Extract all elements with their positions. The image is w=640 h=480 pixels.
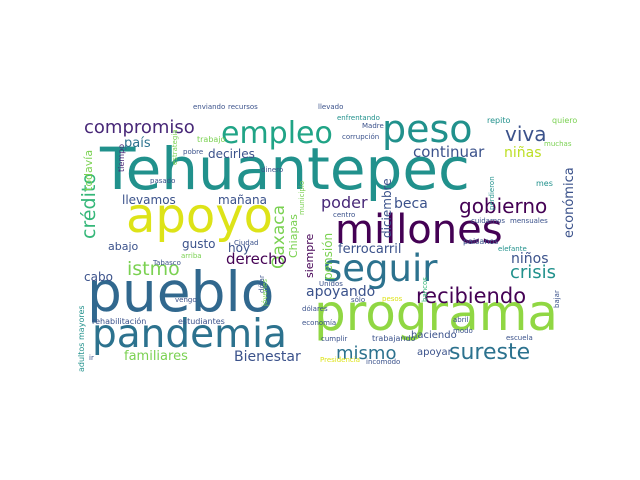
word: corrupción [342,133,380,141]
word: jóvenes [261,278,269,306]
word: gobierno [459,194,548,218]
word: estudiantes [178,317,225,326]
word: cabo [84,270,113,284]
word: arriba [181,252,202,260]
word: modo [453,327,473,335]
word: crisis [510,262,557,283]
word: llevamos [122,193,176,207]
word: sureste [449,340,531,365]
word: centro [333,211,356,219]
word: apoyar [417,347,452,358]
word: abajo [108,240,139,253]
word: mañana [218,193,267,207]
word: Presidencia [320,356,360,364]
word: incomodo [366,358,401,366]
word: municipio [298,180,306,215]
word: decirles [208,147,255,161]
word: familiares [124,349,188,364]
word: apoyando [306,284,376,300]
word: elefante [498,245,527,253]
word: economía [302,319,337,327]
word-cloud: Tehuantepec pueblo programa apoyo pandem… [77,104,578,372]
word: escuela [506,334,533,342]
word: millones [335,207,503,253]
word: cumplir [321,335,348,343]
word: sólo [351,296,366,304]
word: derecho [226,250,287,268]
word: país [124,136,151,151]
word: apoyo [126,188,274,244]
word: estrategia [171,129,179,165]
word: bancos [421,277,429,302]
word: Madre [362,122,384,130]
word: paisanos [463,237,499,246]
word: dinero [261,166,284,174]
word: enfrentando [337,114,380,122]
word: recibiendo [416,284,527,308]
word: tiempo [117,143,126,172]
word: mensuales [510,217,548,225]
word: cuidarnos [471,217,506,225]
word: gusto [182,237,216,251]
word: Unidos [319,280,343,288]
word: muchas [544,140,572,148]
word: trabajo [197,135,226,144]
word: mismo [336,343,397,364]
word: llevado [318,103,344,111]
word: viva [505,122,547,146]
word: mes [536,179,553,188]
word: Ciudad [234,239,259,247]
word: dólares [302,305,328,313]
word: recursos [228,103,258,111]
word: Tehuantepec [100,135,470,203]
word: continuar [413,143,485,161]
word: hoy [228,241,251,255]
word: abril [453,316,469,324]
word: económica [562,167,577,238]
word: pasado [150,177,176,185]
word: niñas [504,145,542,161]
word: siempre [303,233,316,278]
word: compromiso [84,117,195,138]
word: poder [321,193,368,212]
word: pueblo [87,260,275,324]
word: adultos mayores [77,305,86,372]
word: istmo [127,258,180,280]
word: vengo [175,296,197,304]
word: ir [89,354,94,362]
word: Tabasco [153,259,181,267]
word: diciembre [380,178,394,238]
word: todavía [82,149,95,191]
word: beca [394,196,428,212]
word: pesos [382,295,403,303]
word: pensión [321,232,335,280]
word: niños [511,251,549,267]
word: quiero [552,116,578,125]
word: Bienestar [234,349,301,365]
word: pandemia [92,312,287,357]
word: pobre [183,148,204,156]
word: repito [487,116,511,125]
word: bajar [553,290,561,308]
word: haciendo [411,330,457,341]
word: enviando [193,103,226,111]
word: Chiapas [287,214,300,258]
word: seguir [323,247,438,290]
word: programa [314,284,559,342]
word: empleo [221,116,333,151]
word: perdieron [488,176,496,210]
word: ferrocarril [338,242,402,257]
word: rehabilitación [92,317,147,326]
word: peso [382,107,473,151]
word: trabajando [372,334,416,343]
